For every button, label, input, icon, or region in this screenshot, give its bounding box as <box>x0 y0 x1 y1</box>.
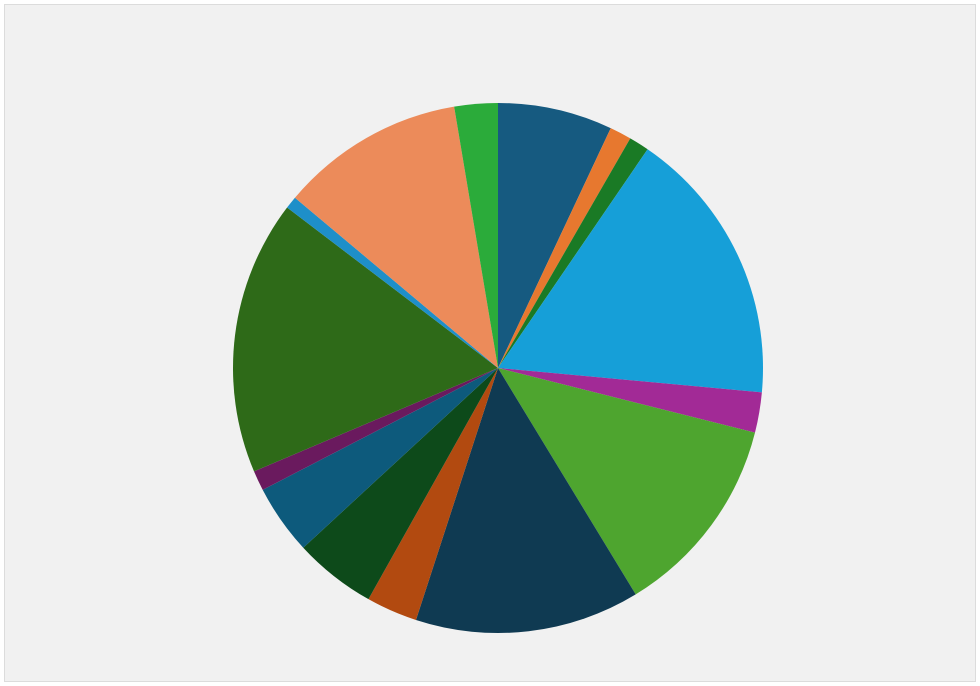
pie-slice-9 <box>303 368 498 600</box>
pie-slice-15 <box>454 103 498 368</box>
pie-slice-2 <box>498 128 631 368</box>
pie-slice-7 <box>415 368 636 633</box>
pie-slice-12 <box>232 207 498 472</box>
pie-slice-6 <box>498 368 755 595</box>
pie-slice-13 <box>287 197 498 368</box>
pie-slice-4 <box>498 149 764 393</box>
pie-slice-1 <box>498 103 611 368</box>
pie-slice-10 <box>262 368 498 548</box>
pie-slice-11 <box>254 368 498 490</box>
pie-slice-8 <box>368 368 498 620</box>
pie-slice-5 <box>498 368 762 433</box>
pie-slice-14 <box>294 106 498 368</box>
pie-slice-3 <box>498 138 648 368</box>
